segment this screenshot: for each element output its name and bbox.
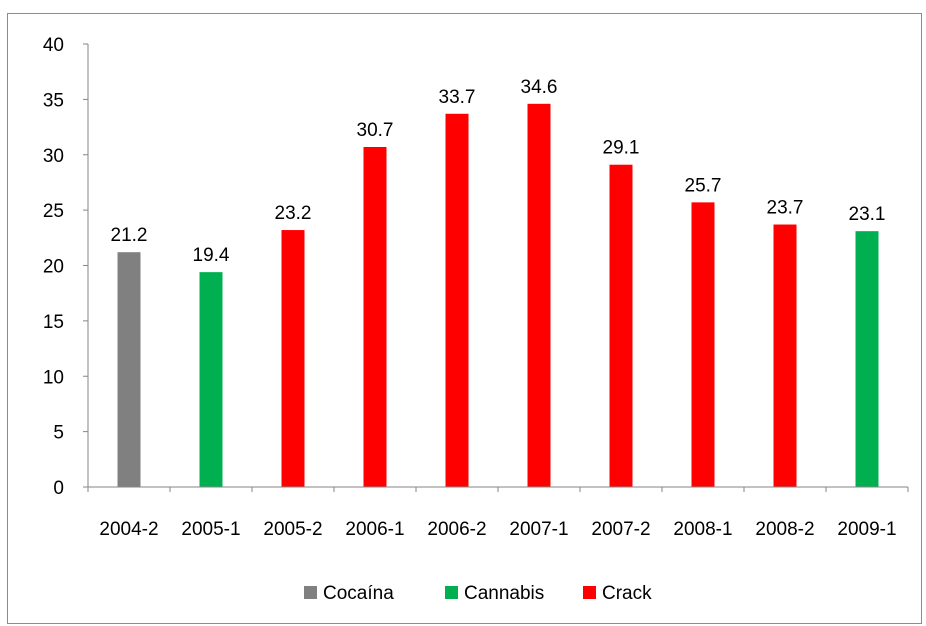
data-label: 23.2: [275, 203, 312, 224]
bar-2006-1: [363, 146, 387, 487]
bar-2005-2: [281, 230, 305, 487]
bar-2007-2: [609, 164, 633, 487]
x-tick-label: 2006-1: [345, 519, 404, 540]
legend: Cocaína Cannabis Crack: [304, 583, 652, 604]
y-tick-label: 0: [53, 478, 64, 499]
x-tick-label: 2005-1: [181, 519, 240, 540]
legend-label: Crack: [602, 583, 652, 604]
y-tick-label: 30: [43, 146, 64, 167]
y-tick-label: 25: [43, 201, 64, 222]
bar-2009-1: [855, 231, 879, 487]
x-axis: 2004-2 2005-1 2005-2 2006-1 2006-2 2007-1 2007…: [87, 486, 909, 540]
data-label: 25.7: [685, 175, 722, 196]
x-tick-label: 2007-2: [591, 519, 650, 540]
x-tick-label: 2007-1: [509, 519, 568, 540]
x-tick-label: 2004-2: [99, 519, 158, 540]
legend-label: Cannabis: [464, 583, 544, 604]
data-label: 33.7: [439, 87, 476, 108]
legend-swatch-cocaína: [304, 586, 317, 599]
x-tick-label: 2008-2: [755, 519, 814, 540]
x-tick-label: 2005-2: [263, 519, 322, 540]
bar-2007-1: [527, 103, 551, 488]
y-tick-label: 20: [43, 257, 64, 278]
bar-2008-2: [773, 224, 797, 487]
bar-2004-2: [117, 252, 141, 487]
data-label: 23.1: [849, 204, 886, 225]
data-label: 19.4: [193, 245, 230, 266]
data-label: 21.2: [111, 225, 148, 246]
data-label: 30.7: [357, 120, 394, 141]
y-tick-label: 35: [43, 90, 64, 111]
bar-2008-1: [691, 202, 715, 487]
bar-2006-2: [445, 113, 469, 488]
x-tick-label: 2009-1: [837, 519, 896, 540]
legend-swatch-cannabis: [445, 586, 458, 599]
data-labels: 21.2 19.4 23.2 30.7 33.7 34.6 29.1 25.7 23.7 23.1: [111, 77, 886, 266]
x-tick-label: 2006-2: [427, 519, 486, 540]
y-tick-label: 10: [43, 367, 64, 388]
bars: [117, 103, 879, 488]
y-axis: 0 5 10 15 20 25 30 35 40: [43, 35, 89, 499]
x-tick-label: 2008-1: [673, 519, 732, 540]
data-label: 29.1: [603, 138, 640, 159]
legend-label: Cocaína: [323, 583, 394, 604]
bar-2005-1: [199, 272, 223, 487]
y-tick-label: 15: [43, 312, 64, 333]
legend-swatch-crack: [583, 586, 596, 599]
data-label: 34.6: [521, 77, 558, 98]
data-label: 23.7: [767, 198, 804, 219]
y-tick-label: 40: [43, 35, 64, 56]
y-tick-label: 5: [53, 423, 64, 444]
